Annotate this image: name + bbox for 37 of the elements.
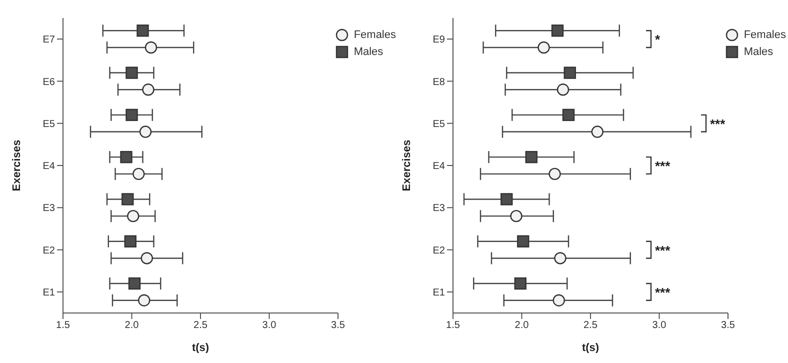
y-tick-label: E7 <box>42 34 56 46</box>
y-axis-title: Exercises <box>10 140 23 192</box>
x-tick-label: 3.0 <box>262 320 277 332</box>
annotation: *** <box>655 158 672 174</box>
y-tick-label: E1 <box>42 287 56 298</box>
y-tick-label: E9 <box>432 34 446 46</box>
x-tick-label: 1.5 <box>446 320 460 332</box>
annotation: *** <box>655 242 672 258</box>
y-tick-label: E3 <box>42 203 56 214</box>
x-tick-label: 2.0 <box>124 320 140 332</box>
y-tick-label: E6 <box>42 76 56 88</box>
annotation: * <box>655 32 661 48</box>
y-tick-label: E2 <box>432 245 446 256</box>
x-tick-label: 3.5 <box>331 320 346 332</box>
legend-label: Females <box>354 29 396 41</box>
legend-label: Females <box>744 29 786 41</box>
y-tick-label: E2 <box>42 245 56 256</box>
x-tick-label: 1.5 <box>56 320 70 332</box>
x-axis-title: t(s) <box>192 342 210 354</box>
y-tick-label: E8 <box>432 76 446 88</box>
x-tick-label: 2.5 <box>584 320 598 332</box>
annotation: *** <box>710 116 726 132</box>
y-tick-label: E4 <box>42 161 56 172</box>
y-tick-label: E1 <box>432 287 446 298</box>
legend-label: Males <box>744 46 774 58</box>
y-tick-label: E5 <box>432 118 446 130</box>
x-tick-label: 3.0 <box>652 320 667 332</box>
legend-label: Males <box>354 46 384 58</box>
y-tick-label: E3 <box>432 203 446 214</box>
x-tick-label: 2.0 <box>514 320 530 332</box>
y-axis-title: Exercises <box>400 140 413 192</box>
x-tick-label: 2.5 <box>194 320 208 332</box>
x-tick-label: 3.5 <box>721 320 736 332</box>
y-tick-label: E4 <box>432 161 446 172</box>
annotation: *** <box>655 284 672 300</box>
x-axis-title: t(s) <box>582 342 600 354</box>
y-tick-label: E5 <box>42 118 56 130</box>
